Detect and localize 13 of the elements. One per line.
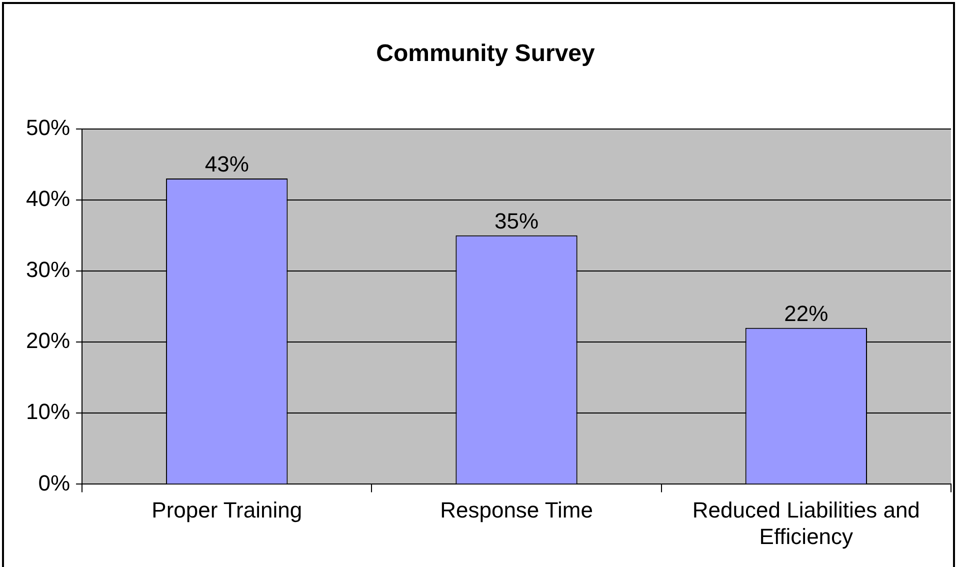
- y-tick-label: 30%: [26, 257, 70, 282]
- x-tick-label: Reduced Liabilities and Efficiency: [692, 497, 920, 549]
- x-tick-label: Proper Training: [152, 497, 302, 522]
- data-label: 35%: [494, 208, 539, 234]
- y-tick-label: 0%: [38, 470, 70, 496]
- y-tick-label: 10%: [26, 399, 70, 424]
- y-tick-label: 40%: [26, 186, 70, 211]
- x-tick-label: Response Time: [440, 497, 593, 522]
- y-tick-label: 20%: [26, 328, 70, 354]
- chart-title: Community Survey: [376, 40, 596, 68]
- data-label: 43%: [204, 152, 249, 177]
- data-label: 22%: [784, 300, 828, 326]
- y-tick-label: 50%: [26, 114, 70, 140]
